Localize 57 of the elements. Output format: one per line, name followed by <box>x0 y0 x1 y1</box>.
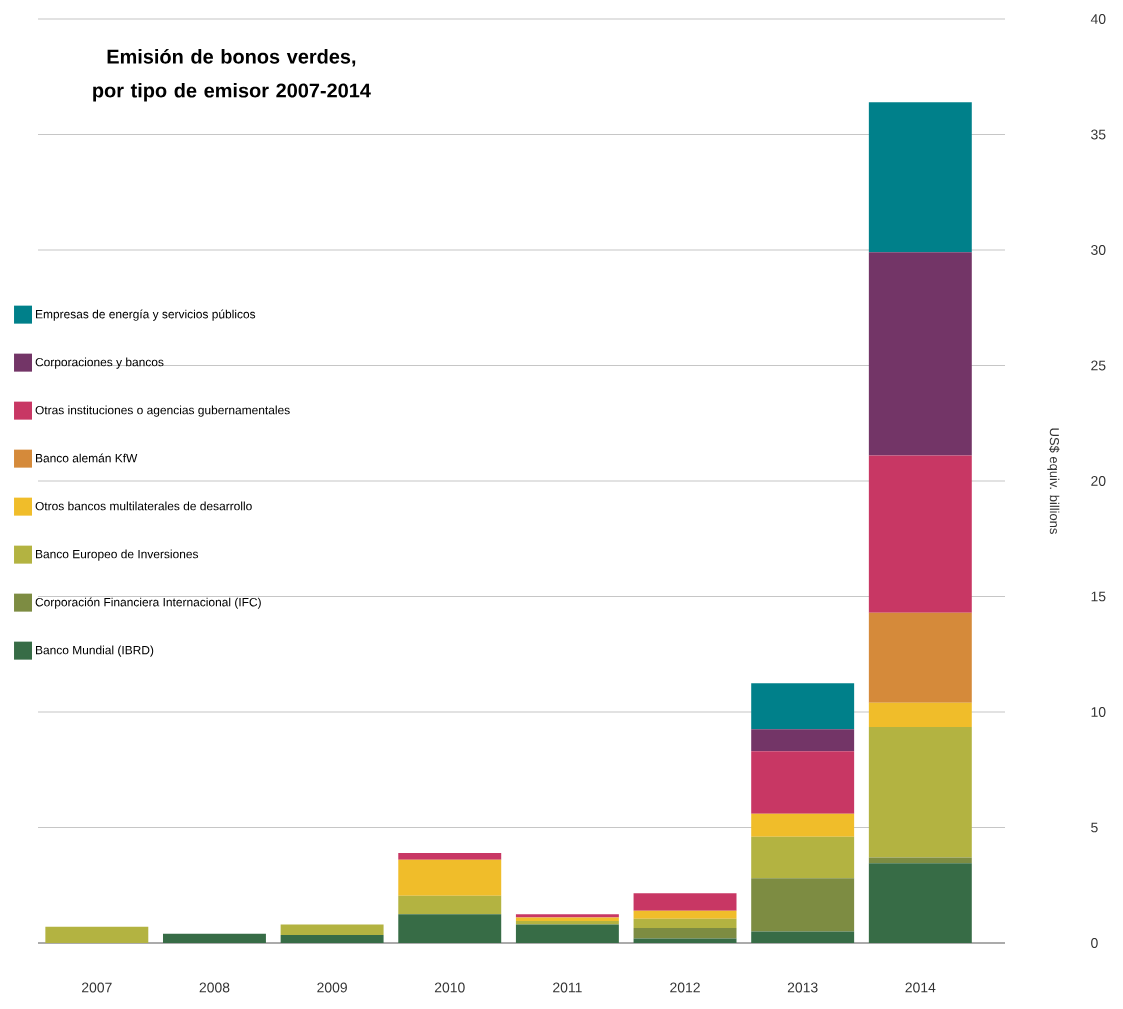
y-axis-title: US$ equiv. billions <box>1047 428 1060 534</box>
bar <box>868 612 972 703</box>
bar <box>868 102 972 253</box>
bar <box>868 863 972 943</box>
y-tick-label: 10 <box>1091 707 1106 717</box>
bar <box>751 878 855 932</box>
legend-label: Corporación Financiera Internacional (IFC) <box>35 597 261 609</box>
bar <box>633 918 737 928</box>
bar <box>868 702 972 728</box>
legend-label: Banco Mundial (IBRD) <box>36 645 154 657</box>
x-tick-label: 2007 <box>82 982 112 993</box>
bar <box>398 914 502 943</box>
x-tick-label: 2012 <box>670 982 700 993</box>
x-tick-label: 2009 <box>317 982 347 993</box>
y-tick-label: 20 <box>1091 476 1106 486</box>
bar <box>751 836 855 879</box>
bar <box>633 938 737 943</box>
bar <box>868 727 972 858</box>
legend-label: Corporaciones y bancos <box>35 357 164 369</box>
bar <box>633 927 737 939</box>
bar <box>868 252 972 456</box>
bar <box>398 859 502 896</box>
y-tick-label: 30 <box>1091 245 1106 255</box>
legend-label: Otros bancos multilaterales de desarrollo <box>35 501 252 511</box>
y-tick-label: 15 <box>1091 591 1106 602</box>
y-tick-label: 25 <box>1091 360 1106 371</box>
bar <box>751 931 855 943</box>
bar <box>633 893 737 911</box>
x-tick-label: 2013 <box>787 982 818 993</box>
bar <box>751 729 855 752</box>
bar <box>751 683 855 730</box>
bar <box>280 934 384 943</box>
bar <box>633 910 737 919</box>
bar <box>398 852 502 860</box>
bar <box>868 455 972 613</box>
x-tick-label: 2014 <box>905 982 936 993</box>
bar <box>398 895 502 915</box>
bar <box>280 924 384 935</box>
bar <box>45 926 149 943</box>
bar <box>751 813 855 837</box>
y-tick-label: 5 <box>1091 822 1098 833</box>
legend-label: Banco alemán KfW <box>36 453 138 463</box>
text: Emisión de bonos verdes, por tipo de emisor 2007-2014 <box>93 48 371 102</box>
legend-label: Otras instituciones o agencias gubernamentales <box>35 405 290 417</box>
bar <box>163 933 266 943</box>
x-tick-label: 2011 <box>553 982 582 993</box>
x-tick-label: 2010 <box>434 982 465 993</box>
bar <box>515 921 619 925</box>
x-tick-label: 2008 <box>199 982 230 993</box>
legend-label: Empresas de energía y servicios públicos <box>36 309 256 321</box>
bar <box>515 914 619 918</box>
y-tick-label: 35 <box>1091 129 1106 140</box>
bar <box>515 924 619 943</box>
y-tick-label: 40 <box>1090 14 1106 24</box>
legend-label: Banco Europeo de Inversiones <box>36 549 199 561</box>
y-tick-label: 0 <box>1091 938 1098 948</box>
bar <box>751 751 855 814</box>
